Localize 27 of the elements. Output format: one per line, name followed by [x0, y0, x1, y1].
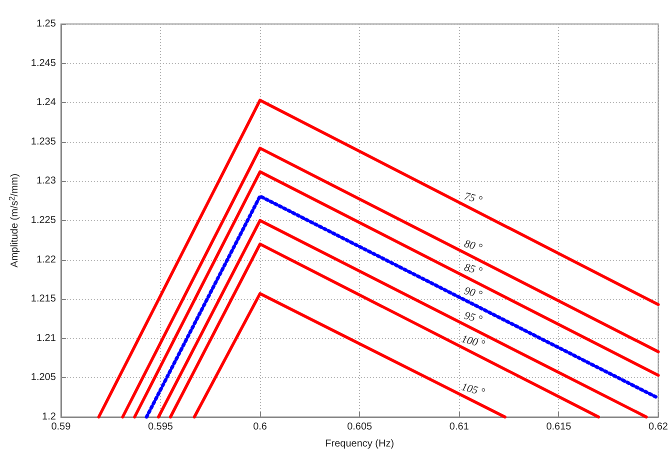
y-axis-title: Amplitude (m/s2/mm) — [8, 174, 20, 268]
y-tick-label: 1.215 — [30, 294, 56, 305]
y-tick-label: 1.23 — [36, 176, 56, 187]
text: 105 ° — [460, 381, 487, 399]
x-tick-label: 0.59 — [51, 422, 72, 432]
y-tick-label: 1.245 — [30, 58, 56, 69]
x-tick-label: 0.595 — [148, 422, 174, 432]
text: 75 ° — [462, 190, 484, 207]
x-axis-title: Frequency (Hz) — [325, 438, 394, 450]
text: 90 ° — [462, 285, 484, 302]
x-tick-label: 0.61 — [449, 422, 470, 432]
y-tick-label: 1.235 — [30, 136, 56, 148]
y-tick-label: 1.21 — [36, 332, 56, 344]
x-tick-label: 0.605 — [347, 422, 373, 432]
y-tick-label: 1.22 — [36, 254, 56, 266]
y-tick-label: 1.2 — [42, 412, 56, 422]
y-tick-label: 1.225 — [30, 215, 56, 226]
x-tick-label: 0.62 — [648, 422, 668, 432]
text: 85 ° — [462, 262, 484, 278]
text: 95 ° — [462, 310, 484, 326]
x-tick-label: 0.6 — [253, 422, 268, 432]
x-tick-label: 0.615 — [546, 422, 572, 432]
y-tick-label: 1.24 — [36, 97, 56, 108]
y-tick-label: 1.205 — [30, 372, 56, 384]
text: 80 ° — [462, 238, 484, 254]
y-tick-label: 1.25 — [36, 18, 56, 30]
text: 100 ° — [460, 333, 487, 351]
